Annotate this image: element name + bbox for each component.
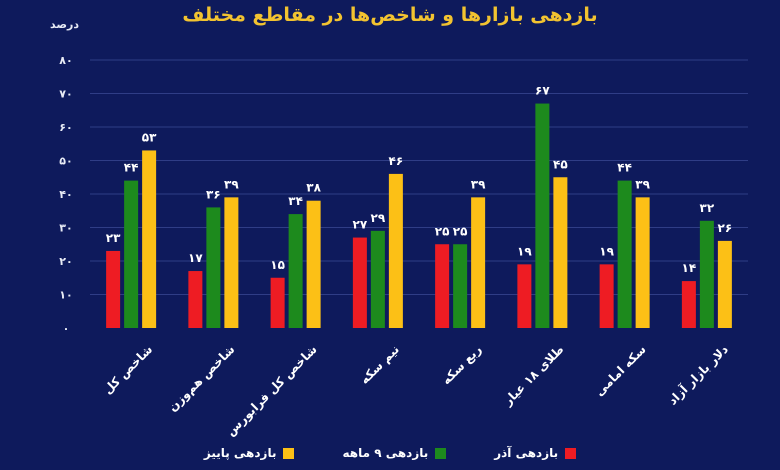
bar bbox=[553, 177, 568, 328]
bar bbox=[617, 180, 632, 328]
category-label: نیم سکه bbox=[357, 342, 402, 387]
bar bbox=[599, 264, 614, 328]
y-tick-label: ۳۰ bbox=[59, 222, 72, 235]
category-label: دلار بازار آزاد bbox=[665, 342, 731, 408]
category-label: شاخص کل فرابورس bbox=[223, 342, 320, 439]
data-label: ۶۷ bbox=[535, 84, 550, 98]
data-label: ۴۴ bbox=[124, 161, 139, 175]
data-label: ۳۹ bbox=[224, 177, 239, 191]
y-tick-label: ۴۰ bbox=[59, 188, 72, 201]
bar bbox=[681, 281, 696, 328]
data-label: ۴۶ bbox=[389, 154, 404, 168]
data-label: ۳۹ bbox=[635, 177, 650, 191]
bar bbox=[352, 237, 367, 328]
data-label: ۱۴ bbox=[682, 261, 697, 275]
legend-item-azar: بازدهی آذر bbox=[494, 446, 577, 460]
data-label: ۴۴ bbox=[617, 161, 632, 175]
bar bbox=[699, 220, 714, 328]
data-label: ۳۸ bbox=[306, 181, 321, 195]
data-label: ۲۵ bbox=[435, 224, 450, 238]
legend-item-autumn: بازدهی پاییز bbox=[204, 446, 295, 460]
category-label: شاخص هم‌وزن bbox=[165, 342, 238, 415]
category-label: طلای ۱۸ عیار bbox=[500, 342, 566, 408]
data-label: ۱۷ bbox=[188, 251, 203, 265]
bar bbox=[288, 214, 303, 328]
legend-item-9month: بازدهی ۹ ماهه bbox=[342, 446, 447, 460]
bar bbox=[388, 173, 403, 328]
bar bbox=[471, 197, 486, 328]
bar bbox=[370, 230, 385, 328]
y-tick-label: ۷۰ bbox=[59, 88, 72, 101]
legend-swatch-azar bbox=[565, 447, 577, 459]
bar bbox=[224, 197, 239, 328]
bar bbox=[124, 180, 139, 328]
bar bbox=[517, 264, 532, 328]
data-label: ۲۹ bbox=[371, 211, 386, 225]
legend-swatch-autumn bbox=[283, 447, 295, 459]
chart-title: بازدهی بازارها و شاخص‌ها در مقاطع مختلف bbox=[182, 4, 598, 26]
y-tick-label: ۱۰ bbox=[59, 289, 72, 302]
y-tick-label: ۰ bbox=[63, 322, 70, 335]
data-label: ۲۶ bbox=[718, 221, 733, 235]
bar bbox=[306, 200, 321, 328]
bar bbox=[106, 250, 121, 328]
legend: بازدهی آذر بازدهی ۹ ماهه بازدهی پاییز bbox=[0, 446, 780, 460]
legend-swatch-9month bbox=[435, 447, 447, 459]
data-label: ۲۳ bbox=[106, 231, 121, 245]
category-label: شاخص کل bbox=[101, 342, 156, 397]
bar bbox=[453, 244, 468, 328]
data-label: ۳۲ bbox=[700, 201, 715, 215]
data-label: ۴۵ bbox=[553, 157, 568, 171]
legend-label-azar: بازدهی آذر bbox=[494, 446, 559, 460]
bar bbox=[717, 240, 732, 328]
category-label: سکه امامی bbox=[592, 342, 648, 398]
y-tick-label: ۶۰ bbox=[59, 121, 72, 134]
y-tick-label: ۵۰ bbox=[59, 155, 72, 168]
bar bbox=[435, 244, 450, 328]
data-label: ۱۹ bbox=[517, 244, 532, 258]
bar bbox=[635, 197, 650, 328]
data-label: ۲۵ bbox=[453, 224, 468, 238]
data-label: ۵۳ bbox=[142, 130, 157, 144]
data-label: ۱۵ bbox=[270, 258, 285, 272]
bar bbox=[206, 207, 221, 328]
y-axis-label: درصد bbox=[50, 18, 79, 31]
data-label: ۳۴ bbox=[288, 194, 303, 208]
legend-label-autumn: بازدهی پاییز bbox=[203, 446, 277, 460]
legend-label-9month: بازدهی ۹ ماهه bbox=[342, 446, 429, 460]
bars-layer bbox=[106, 103, 732, 328]
data-label: ۲۷ bbox=[353, 218, 368, 232]
data-label: ۳۶ bbox=[206, 187, 221, 201]
y-tick-label: ۲۰ bbox=[59, 255, 72, 268]
data-label: ۳۹ bbox=[471, 177, 486, 191]
data-label: ۱۹ bbox=[599, 244, 614, 258]
bar bbox=[535, 103, 550, 328]
bar bbox=[270, 277, 285, 328]
bar bbox=[188, 271, 203, 328]
y-tick-label: ۸۰ bbox=[59, 54, 72, 67]
category-label: ربع سکه bbox=[439, 342, 484, 387]
bar bbox=[142, 150, 157, 328]
